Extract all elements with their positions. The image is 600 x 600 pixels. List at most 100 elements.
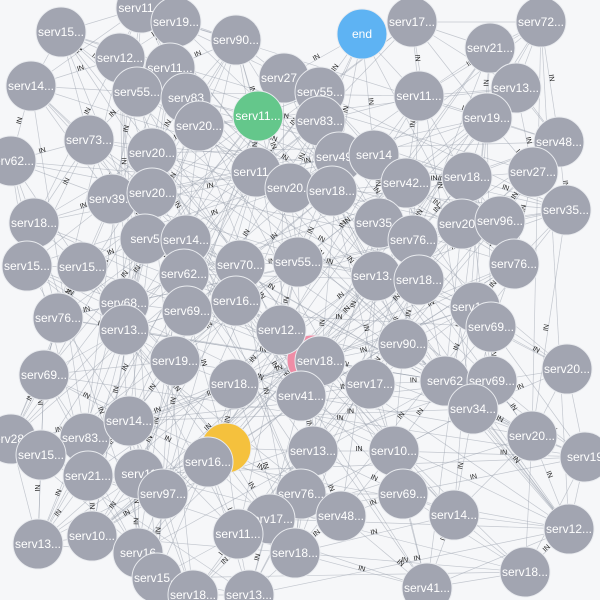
node-circle[interactable] bbox=[103, 395, 155, 447]
service-node[interactable]: serv20... bbox=[173, 100, 225, 152]
service-node[interactable]: serv69... bbox=[465, 301, 517, 353]
node-circle[interactable] bbox=[488, 238, 540, 290]
node-circle[interactable] bbox=[98, 304, 150, 356]
service-node[interactable]: serv10... bbox=[66, 510, 118, 562]
node-circle[interactable] bbox=[499, 546, 551, 598]
service-node[interactable]: serv15... bbox=[15, 429, 67, 481]
node-circle[interactable] bbox=[315, 490, 367, 542]
node-circle[interactable] bbox=[32, 292, 84, 344]
service-node[interactable]: serv13... bbox=[287, 425, 339, 477]
service-node[interactable]: serv15... bbox=[35, 6, 87, 58]
service-node[interactable]: serv17... bbox=[344, 358, 396, 410]
node-circle[interactable] bbox=[515, 0, 567, 48]
node-circle[interactable] bbox=[461, 92, 513, 144]
service-node[interactable]: serv18... bbox=[441, 151, 493, 203]
service-node[interactable]: serv69... bbox=[18, 349, 70, 401]
node-circle[interactable] bbox=[210, 14, 262, 66]
node-circle[interactable] bbox=[350, 250, 402, 302]
node-circle[interactable] bbox=[137, 468, 189, 520]
node-circle[interactable] bbox=[8, 197, 60, 249]
node-circle[interactable] bbox=[210, 275, 262, 327]
node-circle[interactable] bbox=[255, 304, 307, 356]
node-circle[interactable] bbox=[150, 0, 202, 48]
service-node[interactable]: serv48... bbox=[315, 490, 367, 542]
node-circle[interactable] bbox=[173, 100, 225, 152]
node-circle[interactable] bbox=[223, 569, 275, 600]
node-circle[interactable] bbox=[465, 301, 517, 353]
service-node[interactable]: serv41... bbox=[401, 562, 453, 600]
service-node[interactable]: serv14... bbox=[428, 489, 480, 541]
service-node[interactable]: serv69... bbox=[161, 285, 213, 337]
node-circle[interactable] bbox=[167, 569, 219, 600]
node-circle[interactable] bbox=[182, 436, 234, 488]
node-circle[interactable] bbox=[377, 318, 429, 370]
service-node[interactable]: serv20... bbox=[126, 167, 178, 219]
node-circle[interactable] bbox=[62, 450, 114, 502]
node-circle[interactable] bbox=[386, 0, 438, 48]
node-circle[interactable] bbox=[66, 510, 118, 562]
service-node[interactable]: serv20... bbox=[506, 410, 558, 462]
service-node[interactable]: serv15... bbox=[1, 240, 53, 292]
service-node[interactable]: serv18... bbox=[499, 546, 551, 598]
service-node[interactable]: serv15... bbox=[56, 241, 108, 293]
node-circle[interactable] bbox=[287, 425, 339, 477]
service-node[interactable]: serv16... bbox=[182, 436, 234, 488]
node-circle[interactable] bbox=[18, 349, 70, 401]
node-circle[interactable] bbox=[306, 165, 358, 217]
node-circle[interactable] bbox=[464, 22, 516, 74]
service-node[interactable]: serv19... bbox=[461, 92, 513, 144]
node-circle[interactable] bbox=[111, 66, 163, 118]
node-circle[interactable] bbox=[15, 429, 67, 481]
service-node[interactable]: serv55... bbox=[272, 236, 324, 288]
service-node[interactable]: serv19... bbox=[150, 0, 202, 48]
node-circle[interactable] bbox=[212, 508, 264, 560]
service-node[interactable]: serv62... bbox=[0, 135, 37, 187]
service-node[interactable]: serv16... bbox=[210, 275, 262, 327]
node-circle[interactable] bbox=[1, 240, 53, 292]
service-node[interactable]: serv90... bbox=[210, 14, 262, 66]
node-circle[interactable] bbox=[559, 431, 600, 483]
service-node[interactable]: serv13... bbox=[98, 304, 150, 356]
node-circle[interactable] bbox=[12, 518, 64, 570]
node-circle[interactable] bbox=[63, 114, 115, 166]
service-node[interactable]: serv12... bbox=[543, 503, 595, 555]
node-circle[interactable] bbox=[393, 70, 445, 122]
node-circle[interactable] bbox=[428, 489, 480, 541]
node-circle[interactable] bbox=[269, 527, 321, 579]
node-circle[interactable] bbox=[35, 6, 87, 58]
node-circle[interactable] bbox=[336, 8, 388, 60]
service-node[interactable]: serv90... bbox=[377, 318, 429, 370]
service-node[interactable]: serv73... bbox=[63, 114, 115, 166]
node-circle[interactable] bbox=[0, 135, 37, 187]
service-node[interactable]: serv14... bbox=[103, 395, 155, 447]
service-node[interactable]: serv97... bbox=[137, 468, 189, 520]
service-node[interactable]: serv18... bbox=[306, 165, 358, 217]
service-node[interactable]: serv72... bbox=[515, 0, 567, 48]
node-circle[interactable] bbox=[208, 358, 260, 410]
node-circle[interactable] bbox=[344, 358, 396, 410]
node-circle[interactable] bbox=[540, 184, 592, 236]
service-node[interactable]: serv27... bbox=[507, 146, 559, 198]
node-circle[interactable] bbox=[474, 195, 526, 247]
node-circle[interactable] bbox=[275, 370, 327, 422]
node-circle[interactable] bbox=[368, 425, 420, 477]
node-circle[interactable] bbox=[543, 503, 595, 555]
node-circle[interactable] bbox=[541, 343, 593, 395]
node-circle[interactable] bbox=[507, 146, 559, 198]
service-node[interactable]: serv14... bbox=[5, 60, 57, 112]
node-circle[interactable] bbox=[149, 335, 201, 387]
service-node[interactable]: serv69... bbox=[377, 468, 429, 520]
node-circle[interactable] bbox=[126, 167, 178, 219]
service-node[interactable]: serv13... bbox=[350, 250, 402, 302]
service-node[interactable]: serv18... bbox=[8, 197, 60, 249]
node-circle[interactable] bbox=[161, 285, 213, 337]
node-circle[interactable] bbox=[506, 410, 558, 462]
node-circle[interactable] bbox=[447, 383, 499, 435]
node-circle[interactable] bbox=[377, 468, 429, 520]
service-node[interactable]: serv76... bbox=[32, 292, 84, 344]
start-node[interactable]: serv11... bbox=[232, 90, 284, 142]
node-circle[interactable] bbox=[393, 254, 445, 306]
service-node[interactable]: serv11... bbox=[212, 508, 264, 560]
